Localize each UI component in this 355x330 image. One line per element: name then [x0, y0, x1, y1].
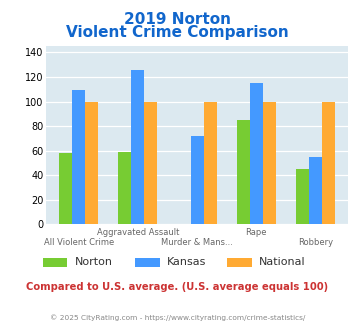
Bar — [296, 169, 309, 224]
Bar — [131, 70, 144, 224]
Bar — [309, 157, 322, 224]
Text: Aggravated Assault: Aggravated Assault — [97, 228, 179, 237]
Text: Kansas: Kansas — [167, 257, 206, 267]
Text: All Violent Crime: All Violent Crime — [44, 238, 114, 247]
Text: Violent Crime Comparison: Violent Crime Comparison — [66, 25, 289, 40]
Bar — [72, 90, 85, 224]
Text: National: National — [259, 257, 306, 267]
Bar — [85, 102, 98, 224]
Bar — [135, 258, 160, 267]
Bar — [144, 102, 157, 224]
Bar — [118, 152, 131, 224]
Bar — [263, 102, 276, 224]
Bar — [203, 102, 217, 224]
Text: 2019 Norton: 2019 Norton — [124, 12, 231, 26]
Text: Robbery: Robbery — [298, 238, 333, 247]
Text: Norton: Norton — [75, 257, 113, 267]
Text: Compared to U.S. average. (U.S. average equals 100): Compared to U.S. average. (U.S. average … — [26, 282, 329, 292]
Text: Murder & Mans...: Murder & Mans... — [161, 238, 233, 247]
Bar — [43, 258, 67, 267]
Bar — [227, 258, 252, 267]
Text: Rape: Rape — [245, 228, 267, 237]
Bar — [250, 83, 263, 224]
Text: © 2025 CityRating.com - https://www.cityrating.com/crime-statistics/: © 2025 CityRating.com - https://www.city… — [50, 314, 305, 321]
Bar — [322, 102, 335, 224]
Bar — [191, 136, 203, 224]
Bar — [237, 120, 250, 224]
Bar — [59, 153, 72, 224]
